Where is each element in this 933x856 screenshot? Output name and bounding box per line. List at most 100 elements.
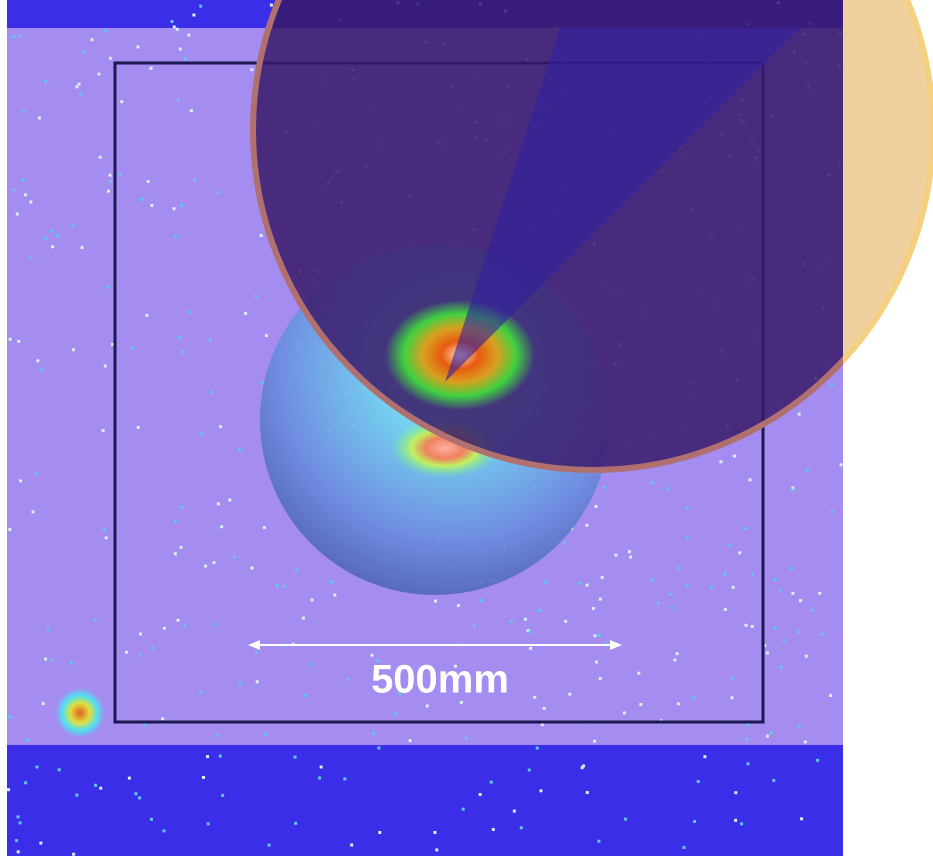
- noise-dot: [170, 20, 173, 23]
- noise-dot: [125, 651, 128, 654]
- noise-dot: [72, 348, 75, 351]
- noise-dot: [51, 659, 54, 662]
- noise-dot: [816, 759, 819, 762]
- noise-dot: [800, 817, 803, 820]
- noise-dot: [105, 536, 108, 539]
- image: 500mm: [0, 0, 933, 856]
- noise-dot: [17, 340, 20, 343]
- noise-dot: [780, 666, 783, 669]
- noise-dot: [104, 365, 107, 368]
- noise-dot: [145, 314, 148, 317]
- noise-dot: [38, 116, 41, 119]
- noise-dot: [143, 724, 146, 727]
- noise-dot: [150, 204, 153, 207]
- noise-dot: [520, 826, 523, 829]
- noise-dot: [56, 234, 59, 237]
- noise-dot: [7, 788, 10, 791]
- noise-dot: [177, 619, 180, 622]
- noise-dot: [140, 198, 143, 201]
- noise-dot: [255, 295, 258, 298]
- noise-dot: [255, 651, 258, 654]
- noise-dot: [669, 593, 672, 596]
- noise-dot: [597, 840, 600, 843]
- noise-dot: [774, 627, 777, 630]
- noise-dot: [19, 35, 22, 38]
- noise-dot: [58, 768, 61, 771]
- noise-dot: [513, 810, 516, 813]
- noise-dot: [657, 601, 660, 604]
- noise-dot: [724, 608, 727, 611]
- noise-dot: [592, 607, 595, 610]
- noise-dot: [202, 776, 205, 779]
- noise-dot: [120, 100, 123, 103]
- noise-dot: [219, 755, 222, 758]
- noise-dot: [150, 818, 153, 821]
- noise-dot: [536, 747, 539, 750]
- noise-dot: [32, 510, 35, 513]
- noise-dot: [15, 839, 18, 842]
- noise-dot: [9, 338, 12, 341]
- noise-dot: [538, 609, 541, 612]
- noise-dot: [378, 831, 381, 834]
- noise-dot: [665, 487, 668, 490]
- noise-dot: [16, 213, 19, 216]
- noise-dot: [830, 383, 833, 386]
- noise-dot: [72, 853, 75, 856]
- noise-dot: [745, 737, 748, 740]
- noise-dot: [29, 200, 32, 203]
- noise-dot: [533, 696, 536, 699]
- noise-dot: [744, 527, 747, 530]
- noise-dot: [564, 620, 567, 623]
- noise-dot: [435, 848, 438, 851]
- noise-dot: [19, 821, 22, 824]
- noise-dot: [35, 472, 38, 475]
- noise-dot: [434, 600, 437, 603]
- noise-dot: [779, 589, 782, 592]
- noise-dot: [219, 425, 222, 428]
- noise-dot: [70, 662, 73, 665]
- noise-dot: [624, 818, 627, 821]
- noise-dot: [304, 694, 307, 697]
- noise-dot: [134, 792, 137, 795]
- noise-dot: [294, 822, 297, 825]
- noise-dot: [13, 188, 16, 191]
- noise-dot: [139, 633, 142, 636]
- noise-dot: [131, 347, 134, 350]
- noise-dot: [677, 702, 680, 705]
- noise-dot: [147, 180, 150, 183]
- noise-dot: [99, 787, 102, 790]
- noise-dot: [693, 820, 696, 823]
- noise-dot: [244, 312, 247, 315]
- noise-dot: [581, 766, 584, 769]
- noise-dot: [692, 696, 695, 699]
- noise-dot: [798, 413, 801, 416]
- noise-dot: [595, 661, 598, 664]
- noise-dot: [233, 556, 236, 559]
- noise-dot: [176, 28, 179, 31]
- noise-dot: [220, 525, 223, 528]
- noise-dot: [128, 777, 131, 780]
- noise-dot: [29, 256, 32, 259]
- noise-dot: [350, 843, 353, 846]
- scale-label: 500mm: [371, 658, 509, 702]
- noise-dot: [601, 576, 604, 579]
- noise-dot: [162, 829, 165, 832]
- noise-dot: [180, 204, 183, 207]
- noise-dot: [250, 567, 253, 570]
- noise-dot: [177, 99, 180, 102]
- noise-dot: [492, 828, 495, 831]
- noise-dot: [586, 584, 589, 587]
- noise-dot: [36, 359, 39, 362]
- noise-dot: [639, 703, 642, 706]
- noise-dot: [568, 693, 571, 696]
- noise-dot: [42, 702, 45, 705]
- noise-dot: [16, 815, 19, 818]
- noise-dot: [710, 586, 713, 589]
- noise-dot: [192, 13, 195, 16]
- noise-dot: [599, 677, 602, 680]
- noise-dot: [791, 489, 794, 492]
- noise-dot: [79, 92, 82, 95]
- noise-dot: [772, 779, 775, 782]
- noise-dot: [543, 707, 546, 710]
- noise-dot: [818, 592, 821, 595]
